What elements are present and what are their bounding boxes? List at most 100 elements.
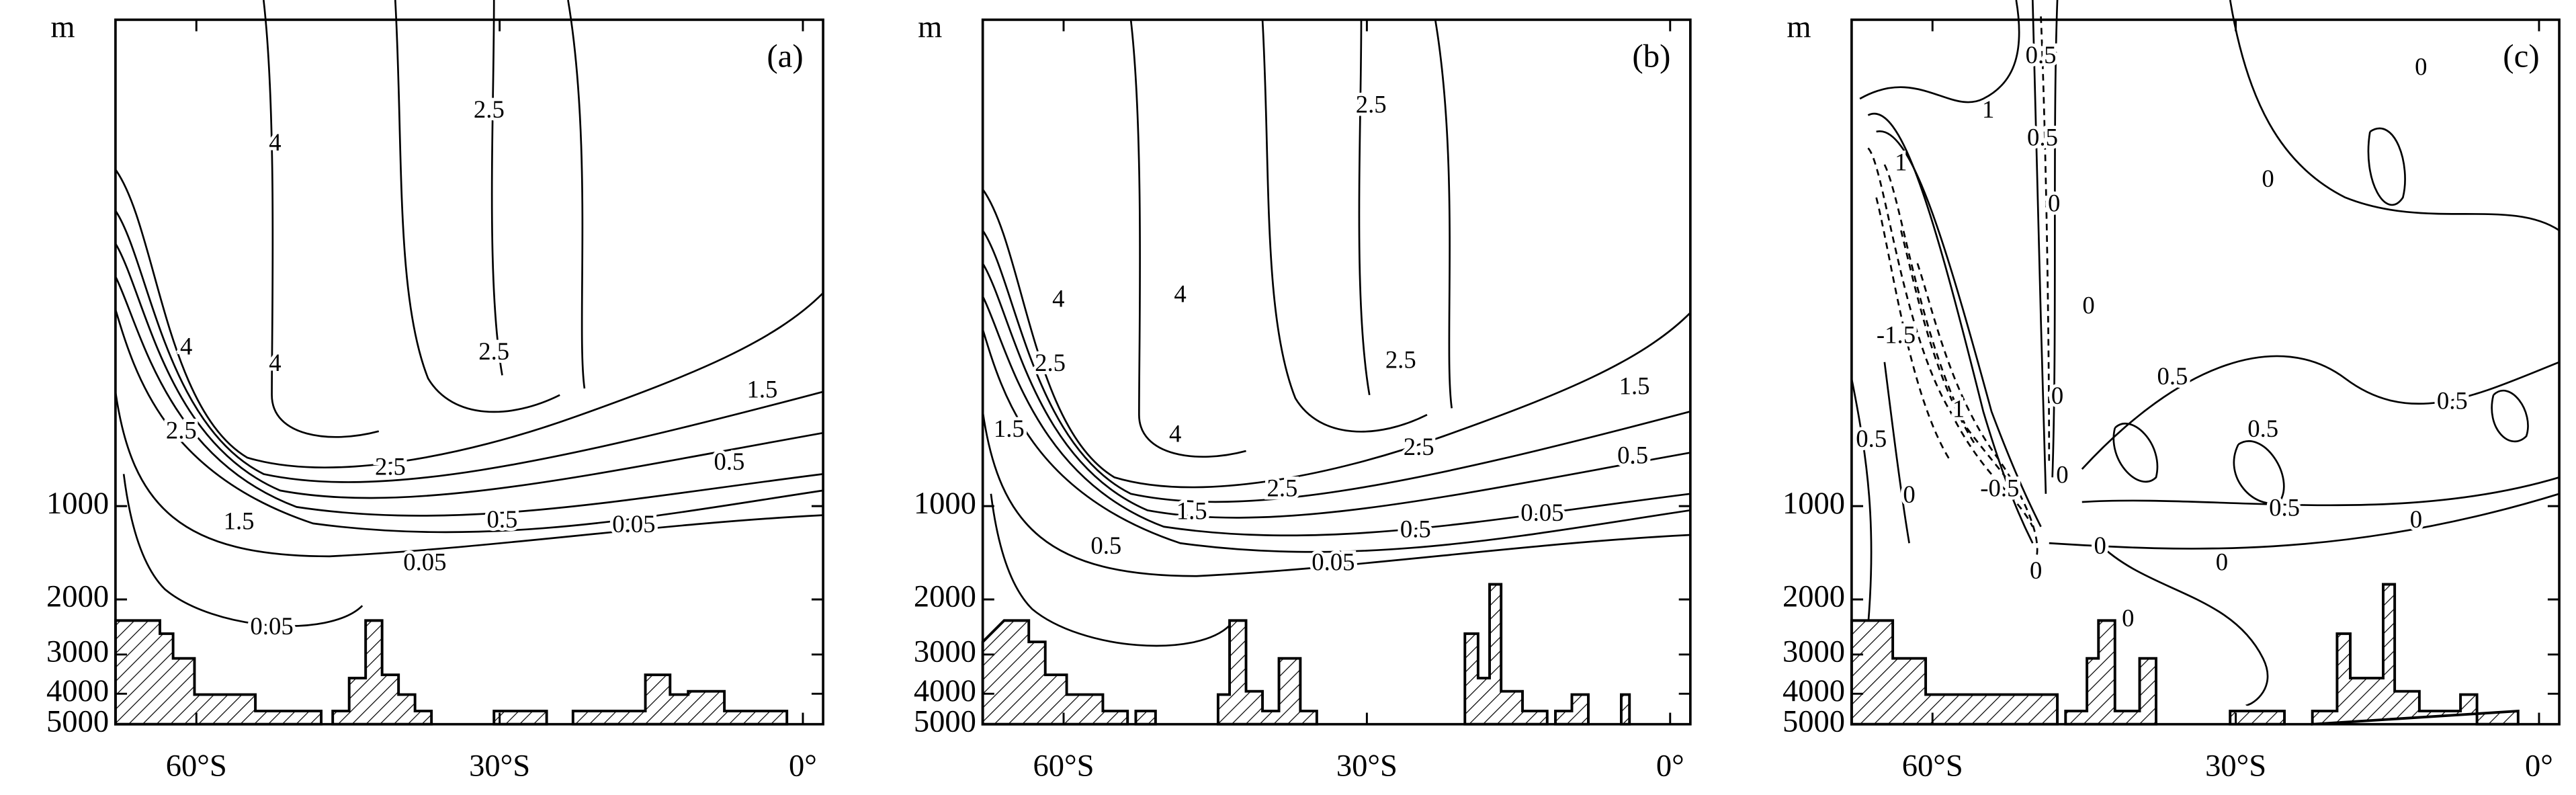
contour-line (2491, 389, 2529, 443)
contour-label: 1 (1952, 395, 1965, 423)
contour-label: 1.5 (1619, 372, 1650, 399)
panel-label: (c) (2503, 37, 2539, 74)
contour-line (1867, 113, 2034, 544)
x-tick-label: 60°S (166, 749, 227, 783)
contour-label: 0.05 (250, 612, 293, 640)
contour-line (2031, 0, 2047, 494)
contour-line (114, 276, 824, 517)
plot-frame (1850, 18, 2561, 726)
y-tick-label: 3000 (1783, 635, 1845, 669)
contour-label: 2.5 (1035, 349, 1066, 376)
contour-label: 0.5 (2026, 41, 2057, 69)
contour-label: 2.5 (375, 452, 406, 480)
contour-line (1358, 19, 1371, 396)
y-tick-label: 5000 (914, 704, 976, 739)
contour-label: 0.5 (1400, 515, 1431, 543)
topography (1620, 693, 1631, 726)
contour-label: 0 (2262, 165, 2274, 192)
contour-line-dashed (2040, 16, 2051, 461)
contour-line (114, 169, 824, 468)
contour-label: 0.5 (2437, 386, 2468, 414)
contour-label: 0 (2082, 291, 2094, 319)
y-tick-label: 2000 (1783, 580, 1845, 614)
y-axis-label: m (918, 10, 942, 44)
topography (1216, 619, 1318, 726)
topography (1850, 619, 2059, 726)
contour-line (2051, 0, 2059, 478)
contour-line-dashed (1883, 164, 2018, 495)
y-tick-label: 4000 (914, 674, 976, 708)
contour-line (394, 0, 560, 413)
topography (1554, 693, 1590, 726)
contour-label: -0.5 (1980, 474, 2019, 501)
contour-line (990, 493, 1231, 647)
x-tick-label: 30°S (2205, 749, 2266, 783)
contour-line (114, 243, 824, 499)
contours (114, 0, 824, 627)
topography (2064, 619, 2157, 726)
contour-line (114, 391, 824, 558)
topography (492, 710, 548, 726)
plot-frame (114, 18, 824, 726)
topography (1463, 583, 1549, 726)
topography (114, 619, 323, 726)
contour-line-dashed (1867, 147, 2034, 528)
contour-line-dashed (1916, 263, 2038, 560)
contour-line (982, 263, 1691, 519)
y-axis-label: m (50, 10, 75, 44)
y-tick-label: 2000 (914, 580, 976, 614)
contour-label: -1.5 (1877, 321, 1916, 349)
contour-label: 4 (269, 128, 281, 156)
contour-line (122, 474, 363, 627)
contour-label: 4 (1052, 285, 1064, 312)
contour-line (982, 329, 1691, 553)
contour-label: 0 (2056, 461, 2068, 489)
contour-line (2112, 423, 2159, 483)
y-tick-label: 1000 (46, 487, 109, 521)
contour-label: 1.5 (224, 507, 255, 534)
contour-label: 0.5 (487, 505, 518, 533)
contour-label: 0 (2048, 190, 2060, 217)
contour-label: 0.5 (2027, 124, 2058, 151)
contour-line-dashed (1900, 230, 1976, 446)
contour-line (2098, 542, 2269, 706)
contour-label: 0 (2122, 604, 2134, 632)
panel-label: (a) (767, 37, 803, 74)
contour-label: 0 (1903, 480, 1915, 508)
topography (1134, 710, 1157, 726)
contour-label: 4 (1169, 419, 1181, 447)
contours (982, 19, 1691, 647)
contour-line (1261, 19, 1428, 433)
topography (571, 673, 789, 726)
y-tick-label: 5000 (1783, 704, 1845, 739)
contour-label: 1.5 (1176, 497, 1207, 525)
contour-label: 0 (2216, 548, 2228, 576)
contour-label: 0 (2051, 382, 2063, 409)
contour-label: 2.5 (1356, 91, 1387, 118)
contour-line (114, 309, 824, 534)
contour-label: 0.05 (403, 548, 446, 576)
contour-line (2367, 127, 2406, 206)
y-tick-label: 1000 (1783, 487, 1845, 521)
y-axis-label: m (1787, 10, 1811, 44)
topography (331, 619, 433, 726)
contours (1850, 0, 2560, 706)
contour-label: 0 (2030, 556, 2042, 584)
x-tick-label: 30°S (469, 749, 530, 783)
contour-label: 0 (2415, 52, 2427, 80)
contour-label: 0.5 (2247, 415, 2278, 442)
contour-label: 2.5 (1404, 433, 1434, 460)
y-tick-label: 4000 (1783, 674, 1845, 708)
contour-line (1859, 0, 2020, 103)
contour-label: 1.5 (994, 415, 1025, 442)
contour-label: 0.5 (714, 448, 745, 475)
contour-label: 2.5 (166, 417, 197, 444)
contour-line (114, 210, 824, 483)
contour-line (1434, 19, 1453, 409)
contour-label: 0.5 (2157, 362, 2188, 390)
contour-line (982, 296, 1691, 537)
plot-frame (981, 18, 1692, 726)
